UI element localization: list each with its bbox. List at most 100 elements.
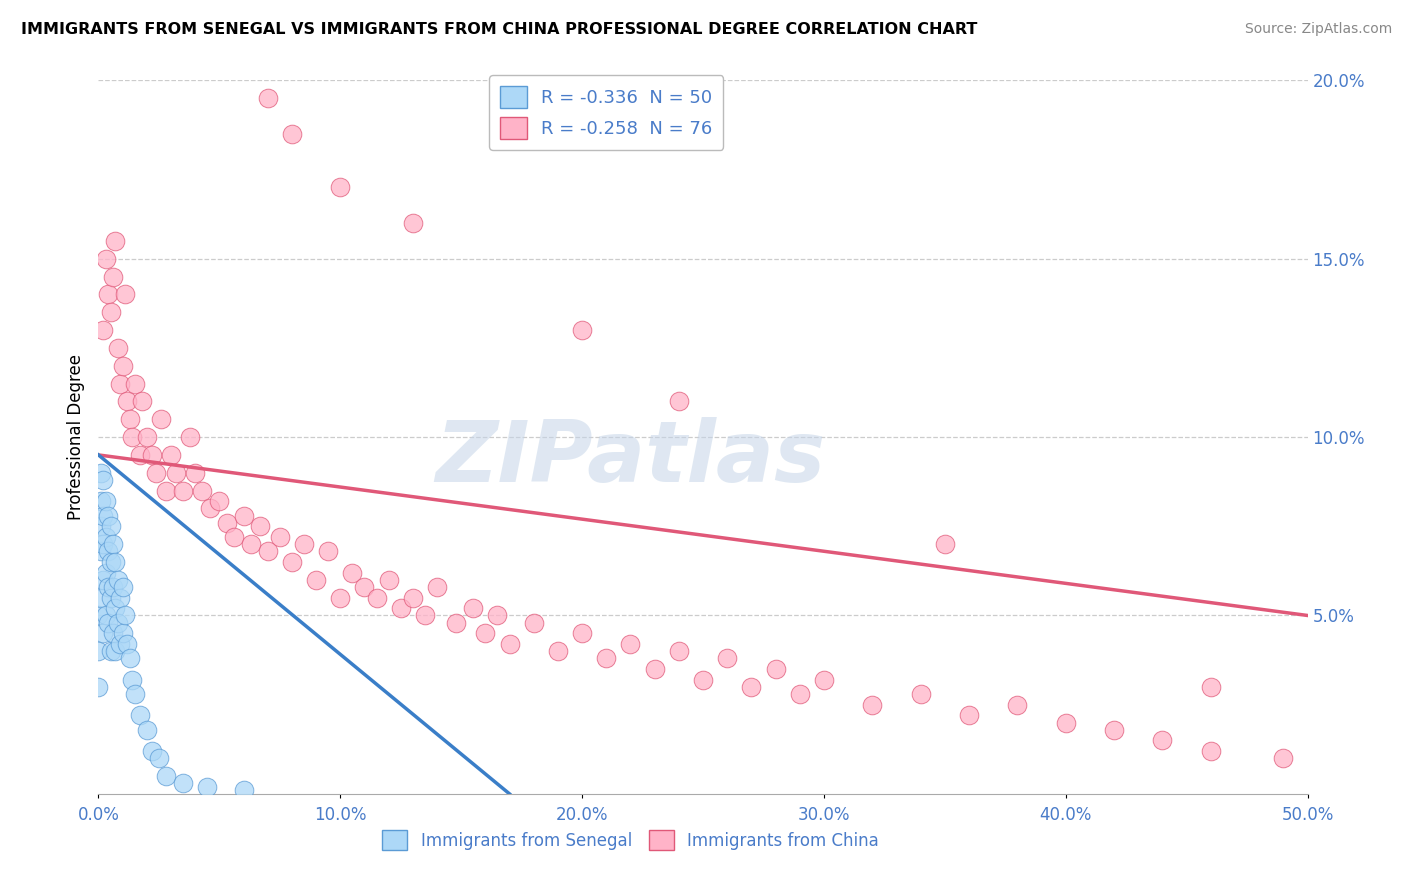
Point — [172, 776, 194, 790]
Point — [101, 626, 124, 640]
Text: IMMIGRANTS FROM SENEGAL VS IMMIGRANTS FROM CHINA PROFESSIONAL DEGREE CORRELATION: IMMIGRANTS FROM SENEGAL VS IMMIGRANTS FR… — [21, 22, 977, 37]
Point — [91, 323, 114, 337]
Point — [141, 448, 163, 462]
Point — [934, 537, 956, 551]
Point — [87, 608, 110, 623]
Point — [111, 626, 134, 640]
Point — [1007, 698, 1029, 712]
Point — [108, 591, 131, 605]
Point — [141, 744, 163, 758]
Point — [740, 680, 762, 694]
Point — [716, 651, 738, 665]
Point — [128, 708, 150, 723]
Point — [413, 608, 436, 623]
Point — [108, 376, 131, 391]
Point — [90, 544, 112, 558]
Point — [87, 680, 110, 694]
Point — [91, 573, 114, 587]
Point — [118, 651, 141, 665]
Point — [100, 305, 122, 319]
Point — [571, 626, 593, 640]
Point — [353, 580, 375, 594]
Point — [100, 644, 122, 658]
Point — [121, 673, 143, 687]
Point — [155, 483, 177, 498]
Point — [619, 637, 641, 651]
Point — [111, 359, 134, 373]
Point — [97, 287, 120, 301]
Point — [1152, 733, 1174, 747]
Point — [595, 651, 617, 665]
Point — [765, 662, 787, 676]
Point — [90, 466, 112, 480]
Point — [1199, 680, 1222, 694]
Point — [377, 573, 399, 587]
Point — [179, 430, 201, 444]
Point — [232, 783, 254, 797]
Point — [100, 555, 122, 569]
Point — [90, 591, 112, 605]
Point — [94, 494, 117, 508]
Point — [148, 751, 170, 765]
Point — [118, 412, 141, 426]
Point — [789, 687, 811, 701]
Point — [215, 516, 238, 530]
Point — [1272, 751, 1295, 765]
Point — [124, 687, 146, 701]
Point — [97, 615, 120, 630]
Text: Source: ZipAtlas.com: Source: ZipAtlas.com — [1244, 22, 1392, 37]
Point — [94, 608, 117, 623]
Point — [668, 394, 690, 409]
Point — [97, 508, 120, 523]
Point — [1102, 723, 1125, 737]
Point — [184, 466, 207, 480]
Point — [191, 483, 214, 498]
Point — [256, 544, 278, 558]
Point — [100, 591, 122, 605]
Point — [498, 637, 520, 651]
Point — [910, 687, 932, 701]
Point — [172, 483, 194, 498]
Point — [101, 580, 124, 594]
Point — [155, 769, 177, 783]
Point — [128, 448, 150, 462]
Point — [486, 608, 509, 623]
Point — [100, 519, 122, 533]
Point — [97, 544, 120, 558]
Point — [160, 448, 183, 462]
Point — [860, 698, 883, 712]
Point — [195, 780, 218, 794]
Point — [1054, 715, 1077, 730]
Point — [813, 673, 835, 687]
Point — [94, 530, 117, 544]
Point — [117, 394, 139, 409]
Point — [239, 537, 262, 551]
Point — [150, 412, 173, 426]
Point — [104, 601, 127, 615]
Point — [668, 644, 690, 658]
Point — [107, 615, 129, 630]
Point — [389, 601, 412, 615]
Point — [329, 591, 352, 605]
Point — [124, 376, 146, 391]
Point — [108, 637, 131, 651]
Point — [135, 723, 157, 737]
Point — [107, 341, 129, 355]
Point — [329, 180, 352, 194]
Point — [232, 508, 254, 523]
Point — [104, 644, 127, 658]
Point — [692, 673, 714, 687]
Point — [114, 608, 136, 623]
Point — [145, 466, 167, 480]
Point — [101, 537, 124, 551]
Point — [366, 591, 388, 605]
Point — [90, 494, 112, 508]
Point — [644, 662, 666, 676]
Point — [571, 323, 593, 337]
Point — [165, 466, 187, 480]
Point — [342, 566, 364, 580]
Point — [94, 566, 117, 580]
Point — [121, 430, 143, 444]
Point — [402, 591, 425, 605]
Point — [316, 544, 339, 558]
